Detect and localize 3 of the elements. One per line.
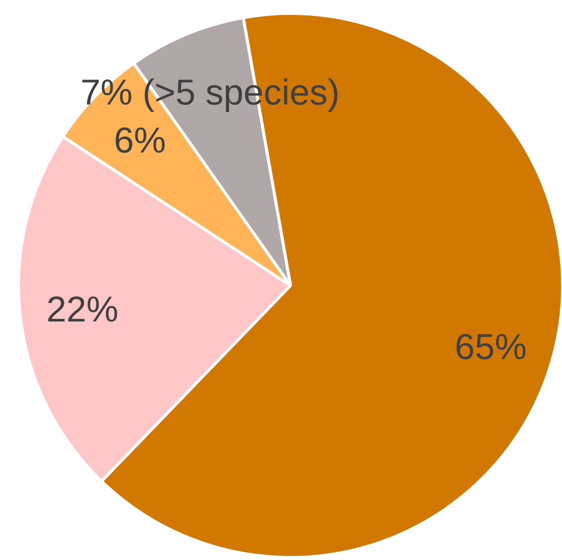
data-label: 22% <box>46 288 118 330</box>
data-label: 6% <box>114 120 166 161</box>
data-label: 65% <box>454 326 527 368</box>
